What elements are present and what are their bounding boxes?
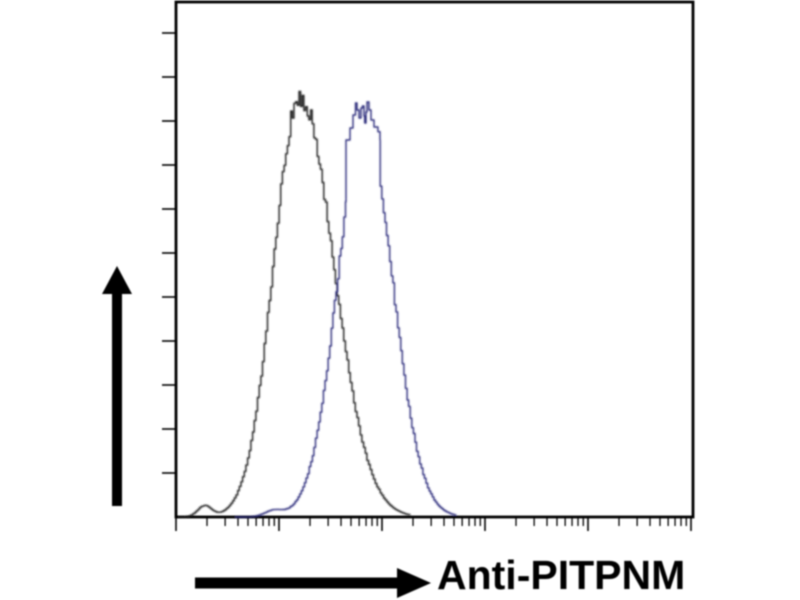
svg-text:Anti-PITPNM: Anti-PITPNM	[437, 552, 685, 598]
